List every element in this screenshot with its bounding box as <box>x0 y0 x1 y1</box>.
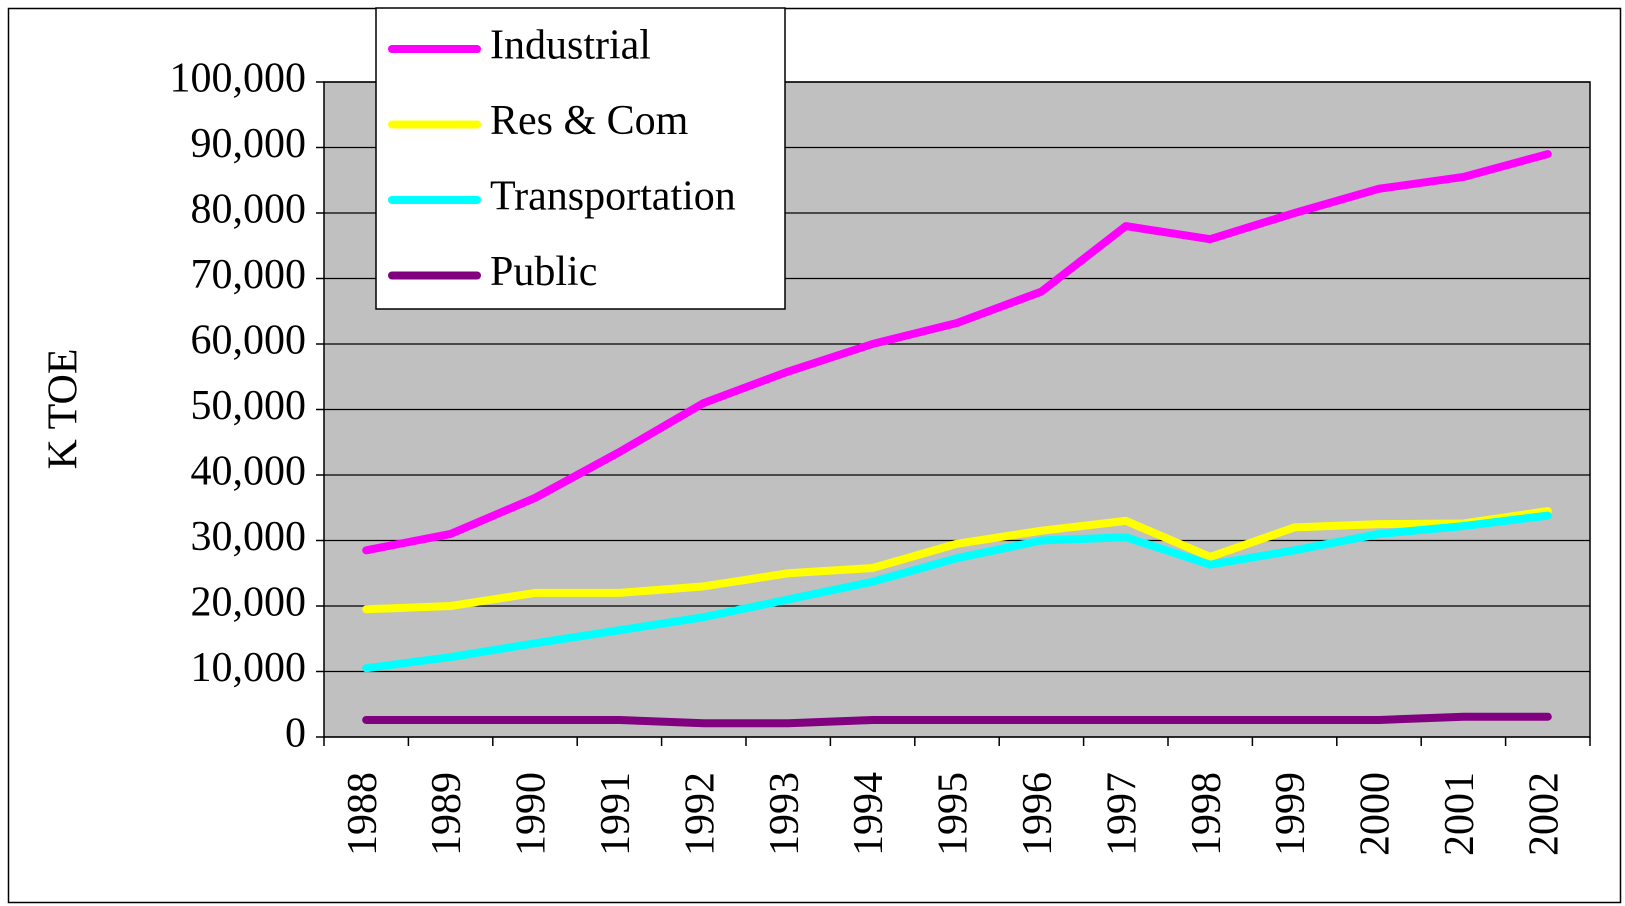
x-tick-label: 2000 <box>1353 772 1399 856</box>
x-tick-label: 1989 <box>424 772 470 856</box>
x-tick-label: 2002 <box>1521 772 1567 856</box>
x-tick-label: 1990 <box>509 772 555 856</box>
x-tick-label: 1994 <box>846 772 892 856</box>
y-tick-label: 20,000 <box>191 580 307 626</box>
y-tick-label: 0 <box>285 711 306 757</box>
x-tick-label: 1991 <box>593 772 639 856</box>
x-tick-label: 1988 <box>340 772 386 856</box>
y-tick-label: 80,000 <box>191 187 307 233</box>
y-tick-label: 100,000 <box>170 56 307 102</box>
legend-label: Public <box>490 249 597 295</box>
y-tick-label: 70,000 <box>191 252 307 298</box>
y-tick-label: 60,000 <box>191 318 307 364</box>
series-line <box>362 150 1552 555</box>
y-tick-label: 30,000 <box>191 514 307 560</box>
x-tick-label: 1998 <box>1184 772 1230 856</box>
y-axis-title: K TOE <box>41 349 87 470</box>
legend-label: Transportation <box>490 174 736 220</box>
x-tick-label: 1999 <box>1268 772 1314 856</box>
series-line <box>362 507 1552 614</box>
legend-label: Res & Com <box>490 98 689 144</box>
x-tick-label: 1993 <box>762 772 808 856</box>
series-line <box>362 511 1552 673</box>
y-tick-label: 40,000 <box>191 449 307 495</box>
y-tick-label: 90,000 <box>191 121 307 167</box>
x-tick-label: 1997 <box>1099 772 1145 856</box>
legend-label: Industrial <box>490 23 651 69</box>
x-tick-label: 1992 <box>677 772 723 856</box>
series-line <box>362 712 1552 728</box>
legend-box <box>375 7 786 310</box>
x-tick-label: 2001 <box>1437 772 1483 856</box>
x-tick-label: 1996 <box>1015 772 1061 856</box>
y-tick-label: 10,000 <box>191 645 307 691</box>
x-tick-label: 1995 <box>931 772 977 856</box>
y-tick-label: 50,000 <box>191 383 307 429</box>
